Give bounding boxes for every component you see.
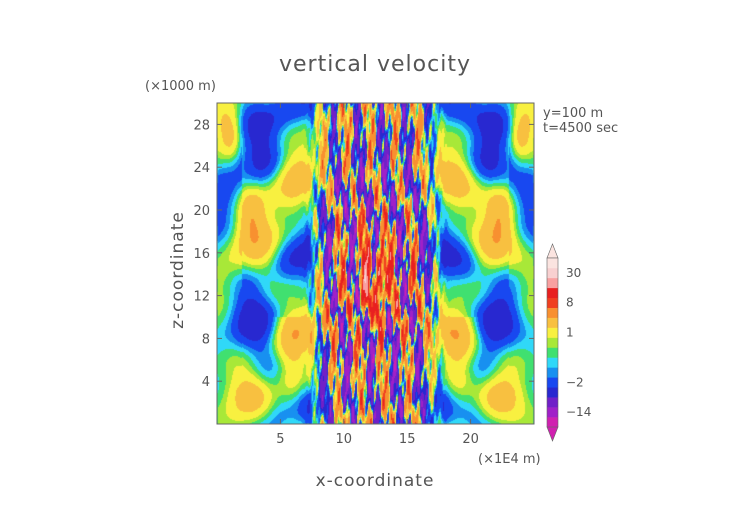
colorbar-level (547, 397, 558, 408)
colorbar-level (547, 347, 558, 358)
colorbar-level (547, 367, 558, 378)
annotation-y: y=100 m (543, 106, 603, 121)
plot-frame (216, 102, 535, 425)
y-tick-label: 4 (202, 375, 210, 390)
x-axis-label: x-coordinate (316, 471, 435, 491)
colorbar: 30 8 1 −2 −14 (546, 243, 591, 442)
y-tick-label: 24 (193, 161, 210, 176)
colorbar-level (547, 258, 558, 269)
y-tick-label: 16 (193, 247, 210, 262)
colorbar-label: 8 (566, 296, 574, 310)
colorbar-level (547, 307, 558, 318)
annotation-t: t=4500 sec (543, 121, 618, 136)
heatmap-field (217, 103, 534, 424)
colorbar-frame (546, 257, 559, 428)
x-unit-label: (×1E4 m) (478, 452, 541, 467)
colorbar-level (547, 357, 558, 368)
colorbar-max-triangle (546, 243, 559, 259)
colorbar-label: −14 (566, 405, 591, 419)
colorbar-level (547, 337, 558, 348)
x-tick-label: 15 (399, 432, 416, 447)
y-unit-label: (×1000 m) (145, 79, 216, 94)
heatmap-image (217, 103, 534, 424)
colorbar-level (547, 297, 558, 309)
y-tick-label: 28 (193, 118, 210, 133)
axis-ticks: 5 10 15 20 4 8 12 16 20 24 28 (193, 103, 534, 447)
colorbar-label: 1 (566, 326, 574, 340)
colorbar-level (547, 287, 558, 299)
y-tick-label: 8 (202, 332, 210, 347)
x-tick-label: 10 (336, 432, 353, 447)
y-axis-label: z-coordinate (168, 211, 188, 329)
chart-title: vertical velocity (279, 52, 471, 77)
y-tick-label: 12 (193, 290, 210, 305)
colorbar-level (547, 417, 558, 428)
colorbar-level (547, 377, 558, 388)
colorbar-level (547, 277, 558, 289)
colorbar-label: 30 (566, 266, 581, 280)
colorbar-label: −2 (566, 375, 584, 389)
y-tick-label: 20 (193, 204, 210, 219)
x-tick-label: 5 (276, 432, 284, 447)
colorbar-level (547, 387, 558, 398)
colorbar-level (547, 327, 558, 338)
colorbar-level (547, 407, 558, 418)
colorbar-min-triangle (546, 426, 559, 442)
colorbar-level (547, 317, 558, 328)
x-tick-label: 20 (462, 432, 479, 447)
colorbar-level (547, 267, 558, 279)
